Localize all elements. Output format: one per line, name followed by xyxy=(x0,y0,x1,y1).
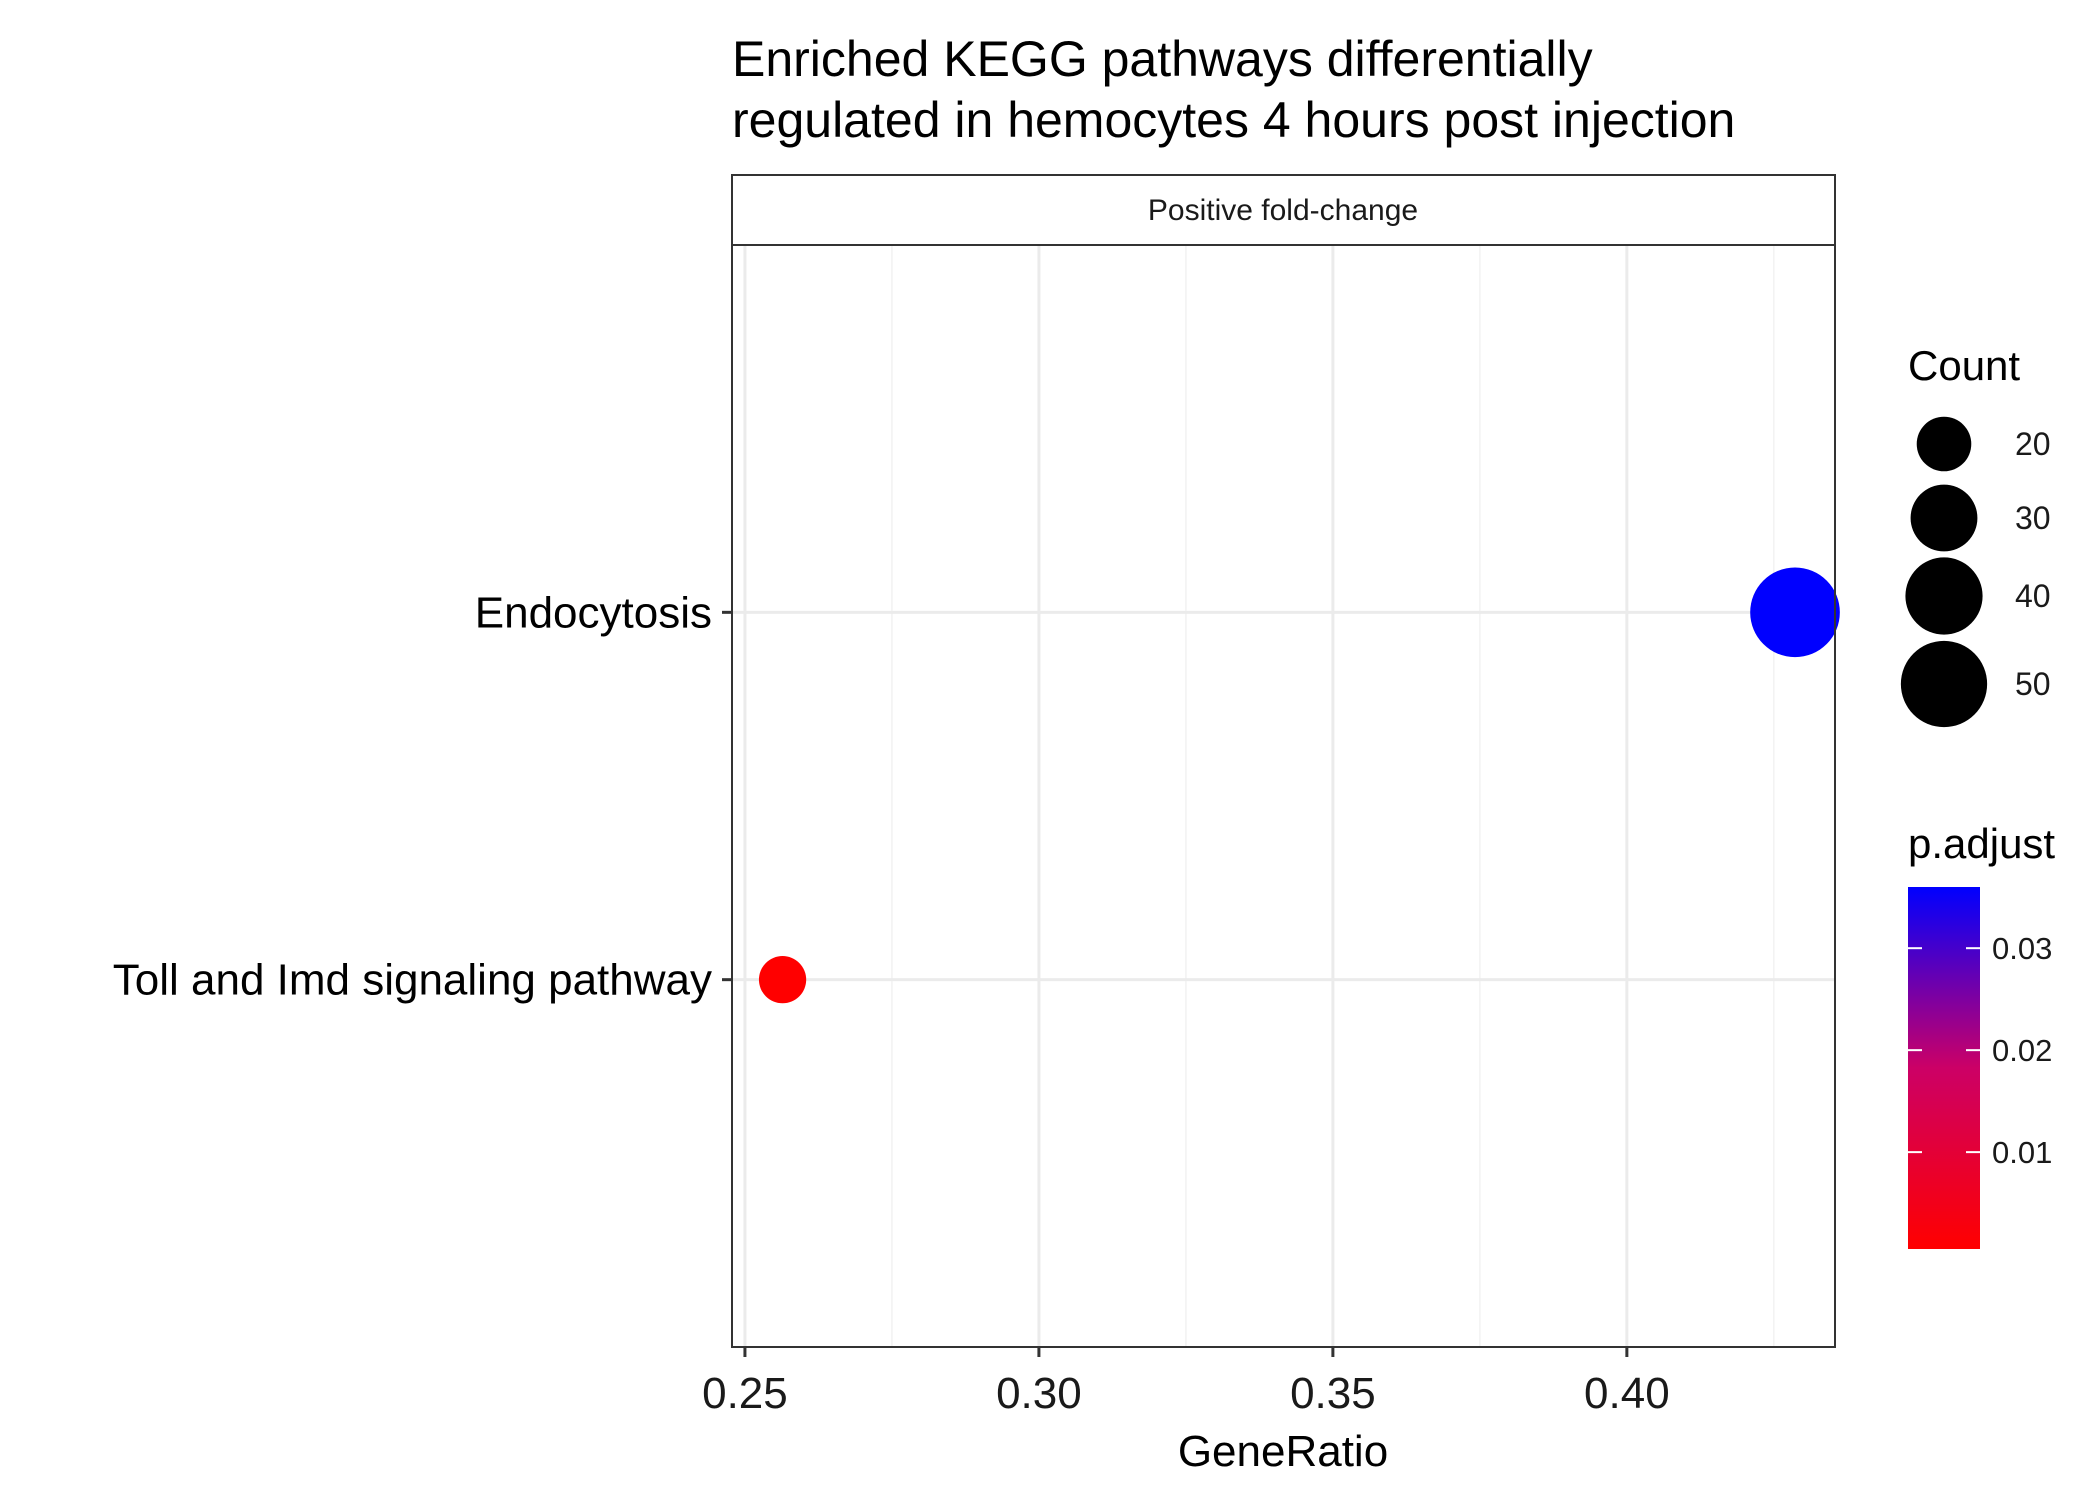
data-points xyxy=(758,567,1840,1004)
color-legend-label: 0.02 xyxy=(1992,1033,2052,1068)
x-axis-label: GeneRatio xyxy=(1178,1427,1388,1476)
y-tick-label: Toll and Imd signaling pathway xyxy=(113,956,712,1005)
y-tick-label: Endocytosis xyxy=(475,588,712,637)
color-legend-label: 0.01 xyxy=(1992,1135,2052,1170)
chart-title-line-1: Enriched KEGG pathways differentially xyxy=(732,31,1593,87)
data-point xyxy=(1750,567,1840,658)
panel-background xyxy=(732,245,1835,1347)
facet-strip-box xyxy=(731,174,1836,246)
color-legend-title: p.adjust xyxy=(1908,820,2055,867)
color-legend-label: 0.03 xyxy=(1992,931,2052,966)
major-gridlines xyxy=(732,245,1835,1347)
x-tick-label: 0.40 xyxy=(1584,1369,1670,1418)
chart-title-line-2: regulated in hemocytes 4 hours post inje… xyxy=(732,92,1735,148)
color-legend-ticks: 0.01 0.02 0.03 xyxy=(1908,931,2052,1170)
facet-strip-label: Positive fold-change xyxy=(1148,194,1418,227)
size-legend-key xyxy=(1900,640,1988,728)
size-legend-label: 40 xyxy=(2015,578,2051,614)
size-legend-label: 50 xyxy=(2015,666,2051,702)
size-legend-key xyxy=(1905,557,1983,635)
plot-panel xyxy=(731,244,1840,1348)
data-point xyxy=(758,956,807,1004)
facet-strip: Positive fold-change xyxy=(731,174,1836,246)
size-legend-key xyxy=(1910,484,1978,552)
color-legend: p.adjust 0.01 0.02 0.03 xyxy=(1908,820,2055,1249)
size-legend: Count 20 30 40 50 xyxy=(1900,342,2051,728)
size-legend-label: 20 xyxy=(2015,426,2051,462)
size-legend-key xyxy=(1916,416,1972,472)
y-axis: Endocytosis Toll and Imd signaling pathwa… xyxy=(113,588,732,1005)
chart-title: Enriched KEGG pathways differentially re… xyxy=(732,31,1735,148)
color-bar xyxy=(1908,887,1980,1249)
x-tick-label: 0.35 xyxy=(1290,1369,1376,1418)
x-axis: 0.25 0.30 0.35 0.40 xyxy=(702,1347,1670,1418)
panel-border xyxy=(731,244,1836,1348)
minor-gridlines xyxy=(891,245,1775,1347)
size-legend-items: 20 30 40 50 xyxy=(1900,416,2051,728)
x-tick-label: 0.25 xyxy=(702,1369,788,1418)
size-legend-label: 30 xyxy=(2015,500,2051,536)
size-legend-title: Count xyxy=(1908,342,2020,389)
x-tick-label: 0.30 xyxy=(996,1369,1082,1418)
